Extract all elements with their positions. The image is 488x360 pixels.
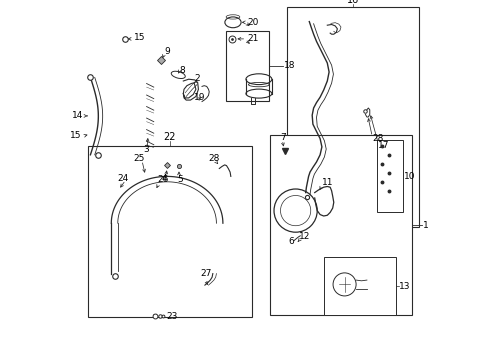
Text: 6: 6	[288, 237, 294, 246]
Bar	[270, 135, 411, 315]
Text: 17: 17	[377, 141, 388, 150]
Text: 15: 15	[133, 33, 145, 42]
Text: 28: 28	[208, 154, 220, 163]
Text: 25: 25	[133, 154, 144, 163]
Text: 26: 26	[157, 175, 168, 184]
Text: 14: 14	[72, 111, 83, 120]
Text: 19: 19	[194, 94, 205, 102]
Text: 16: 16	[346, 0, 359, 5]
Text: 18: 18	[284, 61, 295, 70]
Text: 3: 3	[143, 145, 149, 154]
Text: 13: 13	[398, 282, 409, 291]
Text: 15: 15	[70, 130, 81, 139]
Text: 10: 10	[403, 172, 414, 181]
Text: 21: 21	[246, 34, 258, 43]
Text: 4: 4	[162, 174, 167, 183]
Text: 23: 23	[166, 311, 177, 320]
Text: 2: 2	[194, 74, 200, 83]
Bar	[286, 7, 419, 227]
Text: 5: 5	[177, 175, 182, 184]
Text: 27: 27	[200, 269, 211, 278]
Text: 1: 1	[422, 220, 428, 230]
Text: 11: 11	[321, 178, 333, 187]
Bar	[324, 257, 396, 315]
Bar	[88, 146, 251, 317]
Text: 22: 22	[163, 132, 176, 142]
Bar	[225, 31, 268, 101]
Text: 24: 24	[118, 174, 129, 183]
Text: 8: 8	[179, 66, 185, 75]
Text: 20: 20	[246, 18, 258, 27]
Text: 7: 7	[279, 133, 285, 142]
Text: 28: 28	[372, 134, 383, 143]
Text: 9: 9	[164, 46, 170, 55]
Bar	[376, 140, 402, 212]
Text: 12: 12	[298, 233, 309, 242]
